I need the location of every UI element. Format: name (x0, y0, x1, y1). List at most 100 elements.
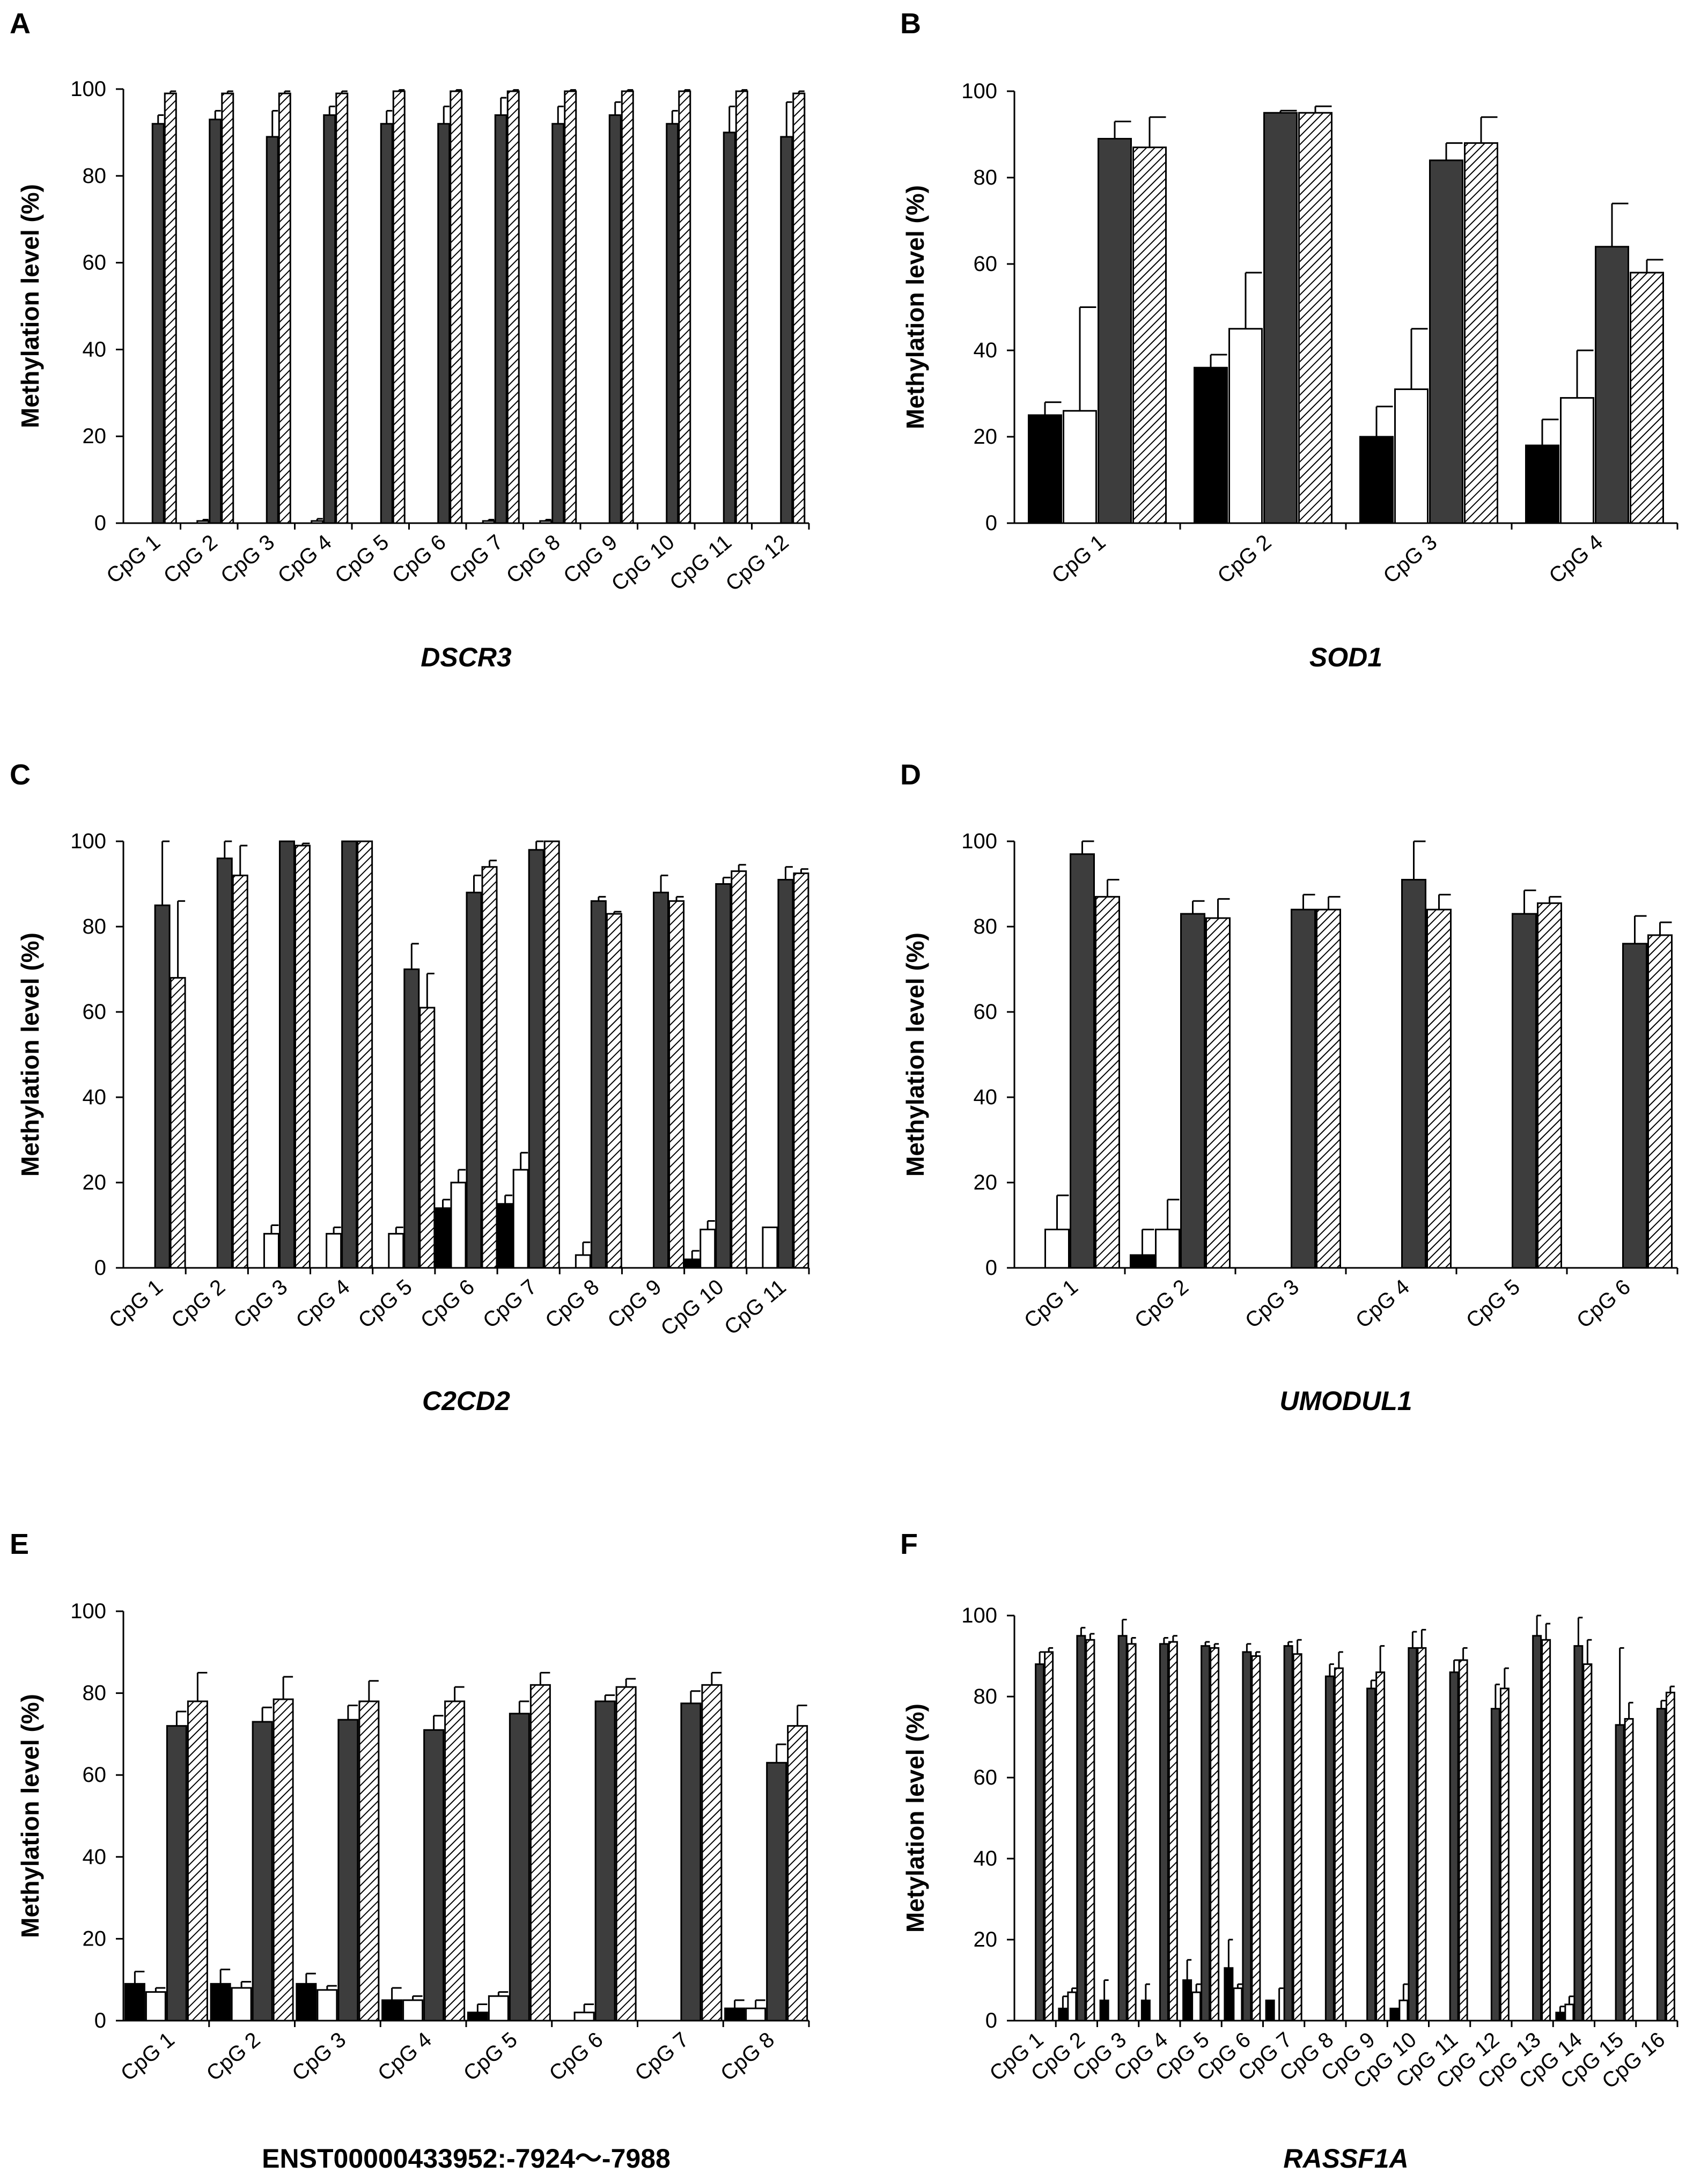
bar-white (745, 2007, 767, 2022)
bar-white (1155, 1228, 1180, 1269)
bar-hatched (606, 913, 622, 1269)
bar-hatched (1647, 934, 1673, 1269)
bar-black (684, 1258, 701, 1269)
bar-hatched (450, 90, 463, 524)
y-tick-label: 100 (70, 1599, 106, 1623)
bar-hatched (357, 840, 373, 1269)
bar-dark (594, 1700, 616, 2022)
bar-dark (590, 900, 607, 1269)
bar-hatched (668, 900, 685, 1269)
x-tick-label: CpG 1 (102, 530, 165, 588)
chart-panel-d: D 0 20 40 60 80 100 Methylation level (%) CpG 1 C… (900, 759, 1678, 1416)
bar-dark (1615, 1724, 1625, 2022)
bar-black (1099, 1999, 1109, 2022)
y-tick-label: 20 (974, 1928, 998, 1951)
bar-hatched (615, 1686, 637, 2022)
y-tick-label: 100 (961, 79, 997, 103)
bar-dark (528, 849, 544, 1269)
y-tick-label: 60 (974, 1766, 998, 1789)
y-axis-label: Metylation level (%) (901, 1704, 929, 1933)
y-tick-label: 0 (94, 511, 106, 535)
bar-dark (278, 840, 295, 1269)
bar-white (512, 1169, 529, 1269)
bar-black (1130, 1254, 1155, 1269)
bar-dark (1324, 1675, 1335, 2022)
bar-white (388, 1232, 404, 1269)
x-axis-label: ENST00000433952:-7924～-7988 (262, 2144, 671, 2174)
bar-white (539, 520, 553, 524)
bar-dark (380, 123, 393, 524)
bar-dark (723, 131, 736, 524)
bar-dark (1490, 1708, 1500, 2022)
y-tick-label: 100 (961, 830, 997, 853)
bar-dark (423, 1729, 445, 2022)
panel-letter: D (900, 759, 921, 791)
bar-dark (653, 891, 669, 1269)
bar-white (1228, 328, 1263, 524)
bar-dark (341, 840, 358, 1269)
bar-black (1555, 2012, 1565, 2022)
bar-dark (494, 114, 507, 524)
bar-hatched (481, 866, 498, 1269)
bar-dark (1573, 1645, 1584, 2022)
bar-hatched (1132, 146, 1167, 524)
bar-white (573, 2012, 595, 2022)
bar-dark (437, 123, 451, 524)
y-tick-label: 20 (974, 425, 998, 449)
bar-dark (1401, 879, 1426, 1269)
y-axis-label: Methylation level (%) (901, 933, 929, 1177)
bar-dark (1408, 1647, 1418, 2022)
bar-black (724, 2007, 746, 2022)
x-tick-label: CpG 6 (416, 1275, 479, 1333)
bar-black (497, 1203, 513, 1269)
bar-dark (509, 1713, 530, 2022)
x-tick-label: CpG 6 (388, 530, 451, 588)
bar-hatched (273, 1698, 294, 2022)
x-tick-label: CpG 4 (1351, 1275, 1414, 1333)
x-tick-label: CpG 1 (116, 2028, 179, 2086)
bar-white (1191, 1991, 1202, 2022)
bar-black (1182, 1979, 1192, 2022)
y-axis-label: Methylation level (%) (901, 185, 929, 429)
bar-hatched (543, 840, 560, 1269)
bar-white (450, 1181, 467, 1269)
x-tick-label: CpG 4 (373, 2028, 436, 2086)
bar-white (1560, 397, 1594, 524)
x-tick-label: CpG 1 (105, 1275, 167, 1333)
bar-dark (266, 136, 279, 524)
bar-black (1359, 436, 1394, 524)
bar-dark (1512, 913, 1537, 1269)
x-tick-label: CpG 6 (545, 2028, 608, 2086)
panel-letter: C (10, 759, 31, 791)
bar-dark (166, 1725, 187, 2022)
bar-white (402, 1999, 424, 2022)
bar-black (1028, 414, 1062, 524)
bar-hatched (1624, 1718, 1634, 2022)
bar-black (1194, 366, 1228, 524)
bar-dark (1595, 246, 1629, 524)
bar-hatched (1630, 271, 1664, 524)
bar-hatched (187, 1700, 208, 2022)
bar-hatched (1426, 908, 1452, 1269)
bar-dark (1283, 1645, 1293, 2022)
bar-dark (608, 114, 622, 524)
bar-dark (551, 123, 565, 524)
panel-letter: E (10, 1528, 29, 1560)
y-tick-label: 40 (974, 1085, 998, 1109)
bar-white (231, 1987, 252, 2022)
bar-black (467, 2012, 488, 2022)
bar-hatched (1665, 1691, 1675, 2022)
bar-hatched (506, 90, 520, 524)
y-tick-label: 0 (985, 1256, 997, 1280)
bar-dark (1159, 1643, 1169, 2022)
bar-white (316, 1989, 338, 2022)
bar-hatched (731, 870, 747, 1269)
bar-hatched (1417, 1647, 1427, 2022)
bar-hatched (1458, 1659, 1468, 2022)
y-tick-label: 40 (83, 1085, 107, 1109)
panel-letter: B (900, 8, 921, 40)
y-tick-label: 80 (83, 915, 107, 938)
